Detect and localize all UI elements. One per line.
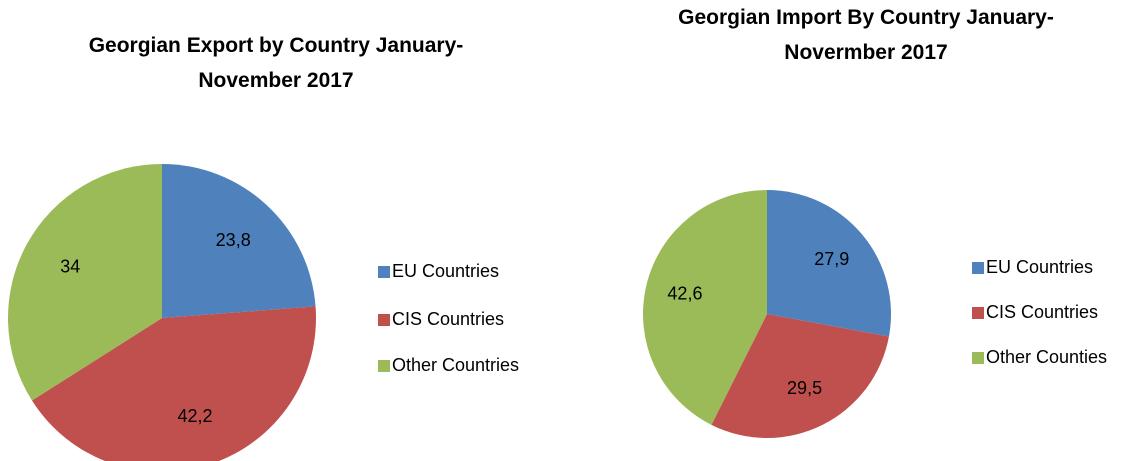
legend-label: CIS Countries — [986, 302, 1098, 322]
legend-swatch — [378, 360, 390, 372]
legend-swatch — [378, 266, 390, 278]
legend-label: CIS Countries — [392, 309, 504, 329]
legend-swatch — [972, 352, 984, 364]
data-label: 42,6 — [667, 283, 702, 303]
data-label: 27,9 — [814, 249, 849, 269]
pie-slice — [767, 190, 891, 337]
chart-title: Georgian Import By Country January- Nover… — [678, 6, 1054, 64]
legend-swatch — [378, 314, 390, 326]
legend-swatch — [972, 307, 984, 319]
legend-label: Other Counties — [986, 347, 1107, 367]
pie-slice — [643, 190, 767, 425]
title-line: Georgian Import By Country January- — [678, 6, 1054, 29]
legend-label: Other Countries — [392, 355, 519, 375]
title-line: November 2017 — [198, 69, 353, 92]
legend-swatch — [972, 262, 984, 274]
pie-slice — [162, 164, 316, 318]
data-label: 42,2 — [177, 406, 212, 426]
title-line: Georgian Export by Country January- — [89, 34, 464, 57]
legend-label: EU Countries — [392, 261, 499, 281]
data-label: 23,8 — [216, 230, 251, 250]
data-label: 29,5 — [787, 378, 822, 398]
pie-slice — [31, 306, 316, 461]
pie-slice — [711, 314, 889, 438]
chart-title: Georgian Export by Country January- Novem… — [89, 34, 464, 92]
legend-label: EU Countries — [986, 257, 1093, 277]
data-label: 34 — [60, 256, 80, 276]
pie-slice — [8, 164, 163, 401]
title-line: Novermber 2017 — [784, 41, 947, 64]
